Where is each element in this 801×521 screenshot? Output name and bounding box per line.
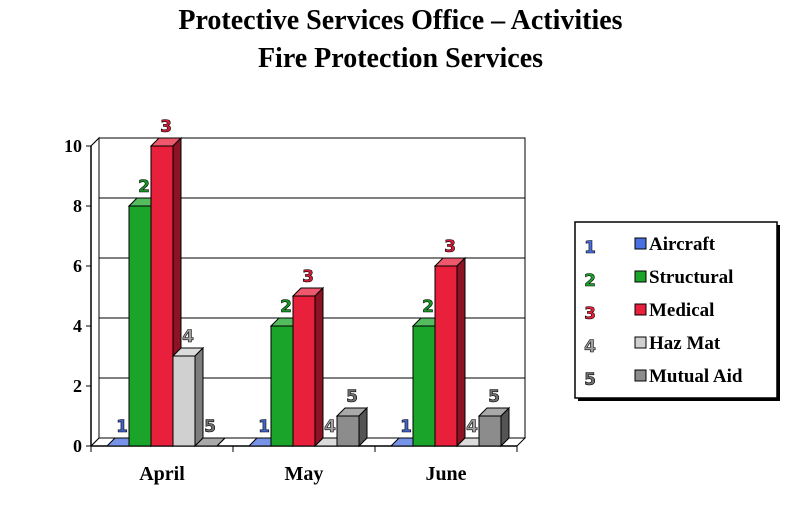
bar-front (478, 415, 502, 447)
y-tick-label: 0 (73, 436, 82, 456)
legend-label: Structural (649, 267, 733, 288)
legend-marker: 4 (584, 337, 596, 357)
bar-series-marker: 5 (204, 417, 216, 437)
y-tick-label: 2 (73, 376, 82, 396)
bar-series-marker: 3 (444, 237, 456, 257)
bar-front (172, 355, 196, 447)
legend-label: Aircraft (649, 234, 716, 255)
bar-series-marker: 3 (160, 117, 172, 137)
bar-front (434, 265, 458, 447)
bar-series-marker: 4 (324, 417, 336, 437)
bar-medical-april (149, 136, 183, 448)
bar-side (314, 286, 324, 448)
y-tick-label: 8 (73, 196, 82, 216)
x-category-label: June (425, 463, 466, 485)
bar-side (500, 406, 510, 448)
legend-marker: 3 (584, 304, 596, 324)
y-tick-label: 4 (73, 316, 82, 336)
bar-series-marker: 1 (258, 417, 270, 437)
legend-marker: 5 (584, 370, 596, 390)
bar-side (194, 346, 204, 448)
legend-swatch (634, 369, 647, 382)
bar-medical-june (433, 256, 467, 448)
legend-label: Mutual Aid (649, 366, 743, 387)
bars (105, 136, 511, 448)
legend-swatch (634, 336, 647, 349)
bar-series-marker: 3 (302, 267, 314, 287)
bar-medical-may (291, 286, 325, 448)
legend-label: Haz Mat (649, 333, 721, 354)
bar-front (336, 415, 360, 447)
legend-box (574, 221, 778, 399)
legend-swatch (634, 270, 647, 283)
bar-series-marker: 5 (346, 387, 358, 407)
bar-series-marker: 2 (422, 297, 434, 317)
bar-series-marker: 4 (182, 327, 194, 347)
bar-front (412, 325, 436, 447)
legend-label: Medical (649, 300, 714, 321)
bar-side (358, 406, 368, 448)
bar-mutual-aid-april (193, 437, 227, 447)
plot-side-wall (90, 136, 100, 448)
bar-series-marker: 2 (280, 297, 292, 317)
legend-marker: 2 (584, 271, 596, 291)
y-tick-label: 6 (73, 256, 82, 276)
chart-subtitle: Fire Protection Services (257, 43, 544, 74)
bar-front (270, 325, 294, 447)
legend-marker: 1 (584, 238, 596, 258)
bar-mutual-aid-may (335, 406, 369, 448)
y-axis-ticks: 0 2 4 6 8 10 (64, 136, 91, 456)
x-category-label: May (285, 463, 324, 485)
bar-series-marker: 1 (400, 417, 412, 437)
chart-title: Protective Services Office – Activities (178, 5, 623, 36)
bar-front (292, 295, 316, 447)
y-tick-label: 10 (64, 136, 82, 156)
bar-series-marker: 4 (466, 417, 478, 437)
bar-series-marker: 1 (116, 417, 128, 437)
x-category-label: April (139, 463, 185, 485)
bar-series-marker: 5 (488, 387, 500, 407)
bar-side (216, 437, 226, 447)
legend: 1 Aircraft 2 Structural 3 Medical 4 Haz Mat 5 Mut… (574, 221, 780, 401)
bar-series-marker: 2 (138, 177, 150, 197)
bar-front (128, 205, 152, 447)
x-axis-labels: April May June (139, 463, 466, 485)
legend-swatch (634, 303, 647, 316)
bar-mutual-aid-june (477, 406, 511, 448)
bar-side (456, 256, 466, 448)
legend-swatch (634, 237, 647, 250)
bar-front (150, 145, 174, 447)
bar-haz-mat-april (171, 346, 205, 448)
